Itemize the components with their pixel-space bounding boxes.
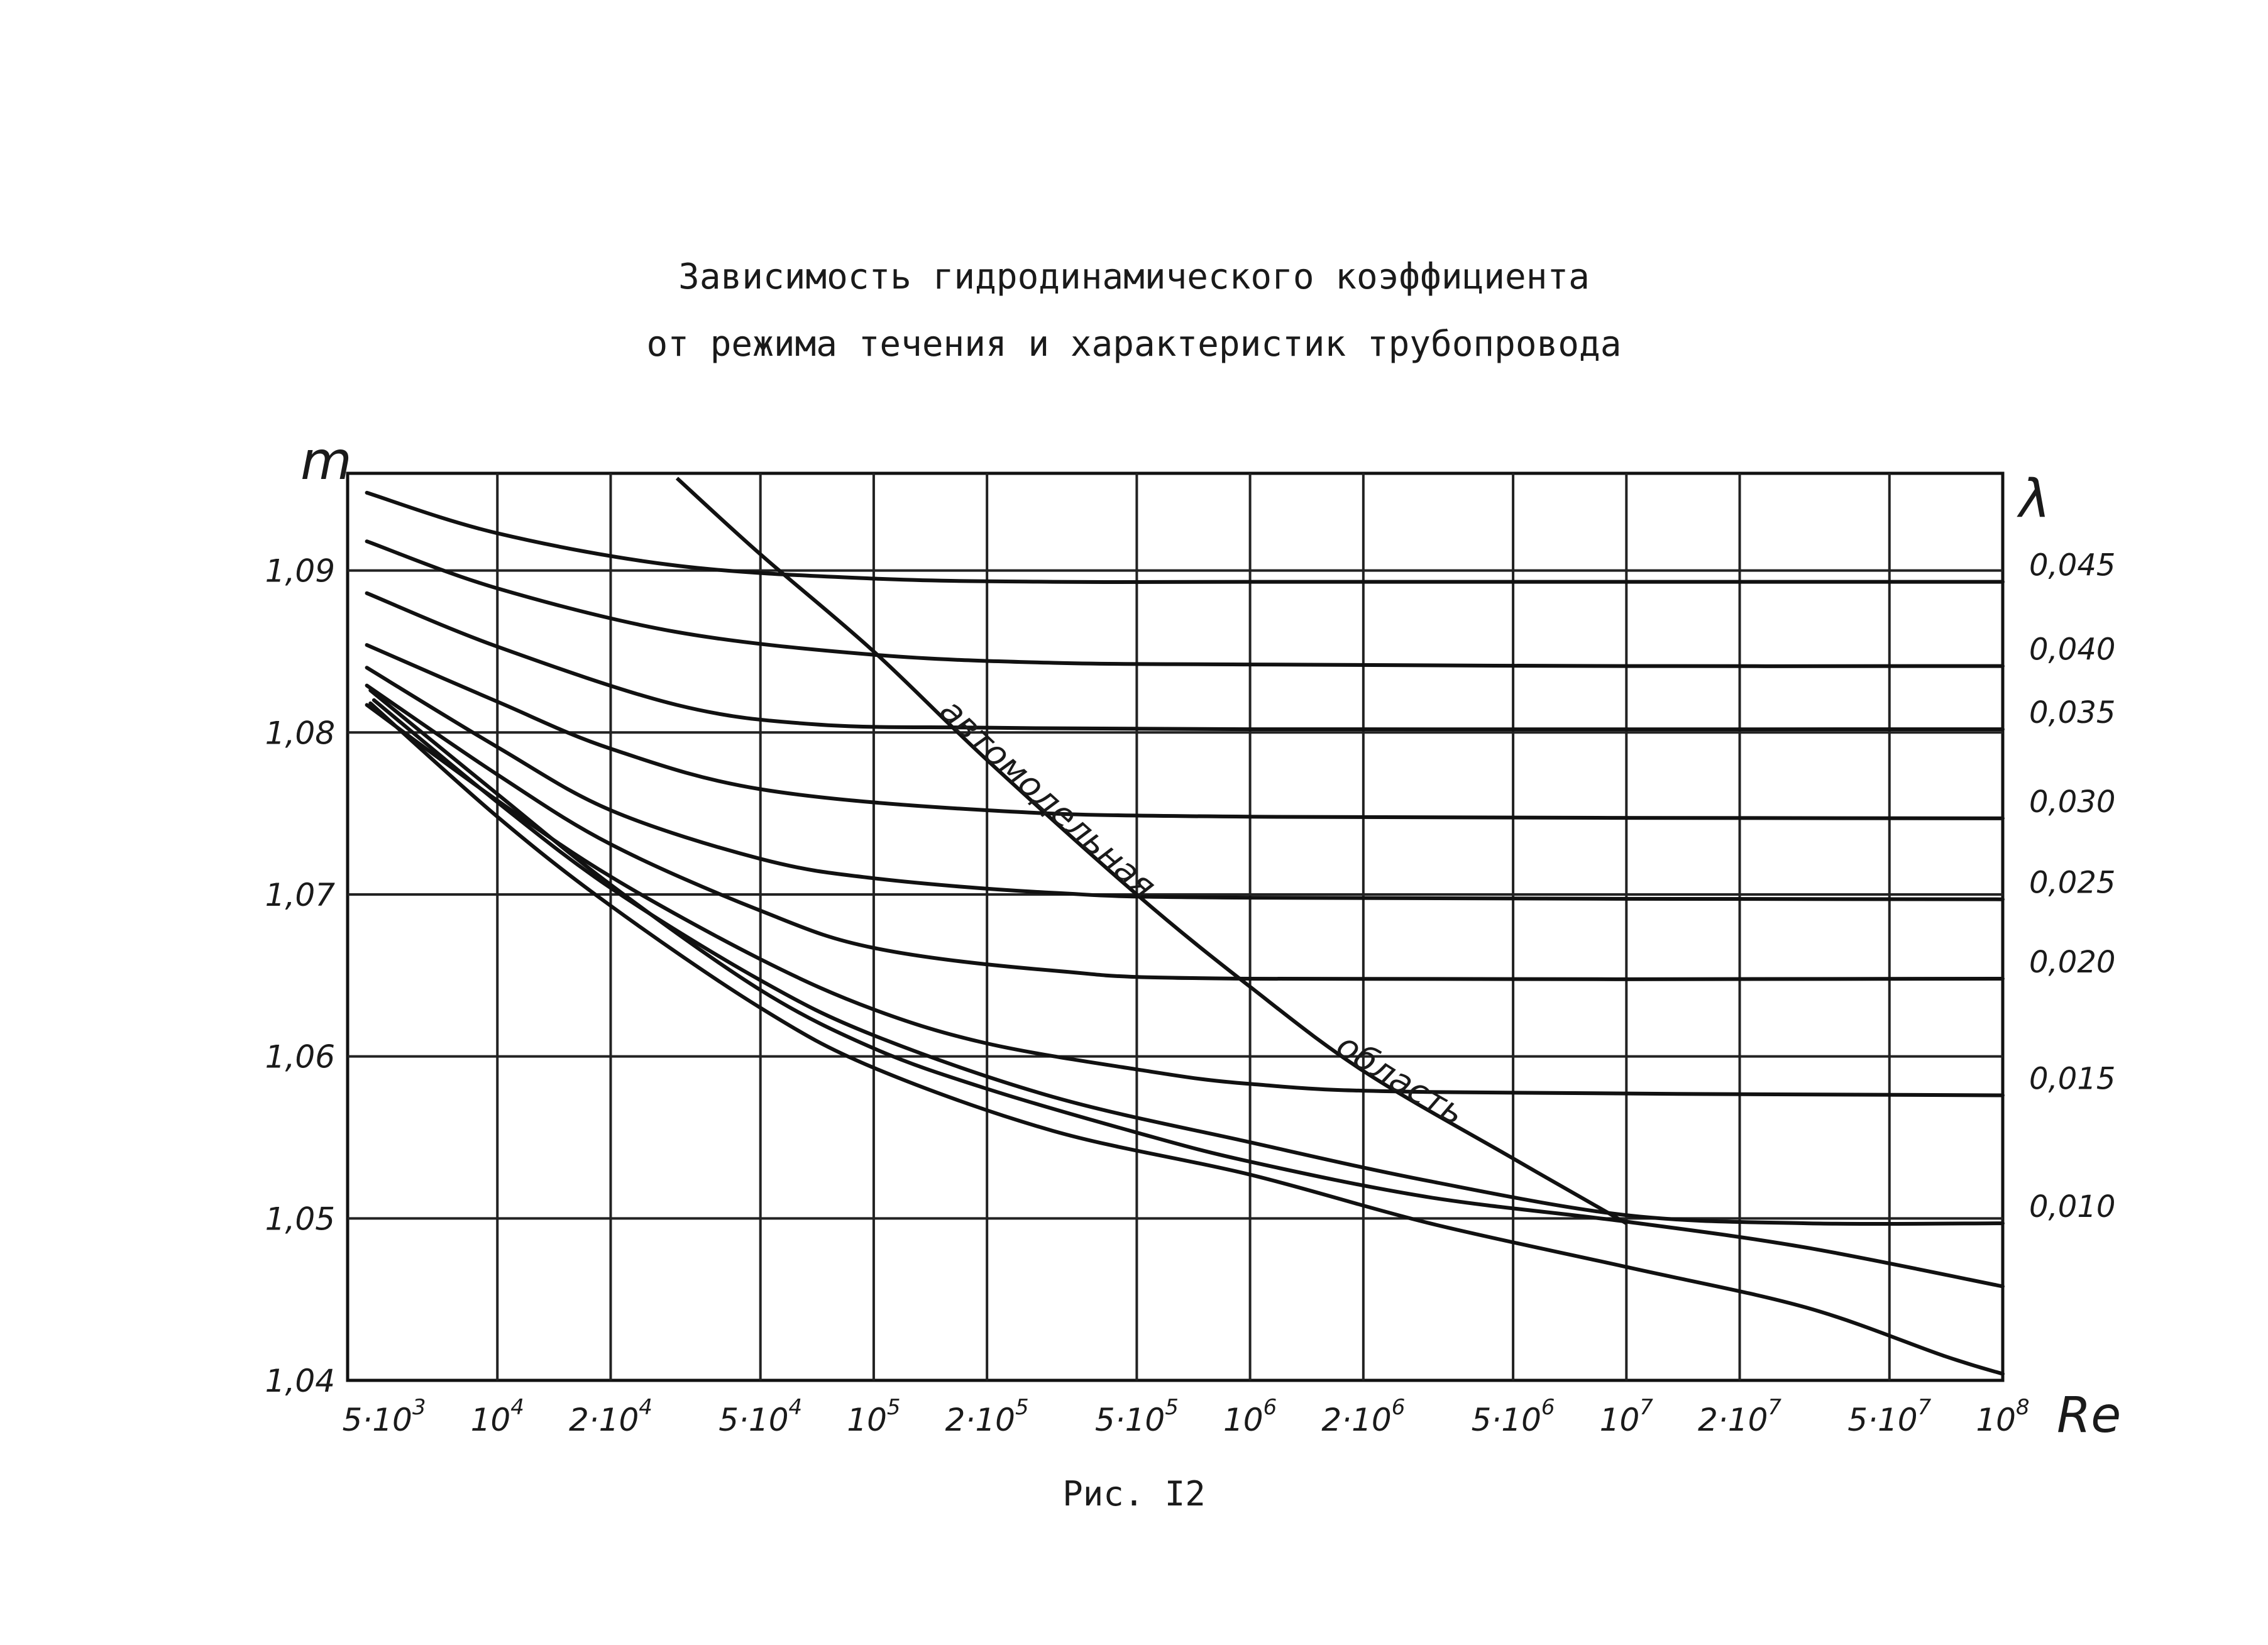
x-tick-label: 5·103 bbox=[343, 1395, 426, 1438]
x-tick-label: 2·107 bbox=[1698, 1395, 1781, 1438]
boundary-label-2: область bbox=[1329, 1025, 1472, 1133]
x-tick-label: 104 bbox=[471, 1395, 524, 1438]
chart-title: Зависимость гидродинамического коэффицие… bbox=[678, 256, 1590, 297]
x-tick-label: 2·105 bbox=[945, 1395, 1029, 1438]
series-curve bbox=[372, 698, 2005, 1226]
plot-frame bbox=[346, 471, 2005, 1382]
x-tick-label: 5·107 bbox=[1847, 1395, 1931, 1438]
right-axis-value-label: 0,025 bbox=[2029, 866, 2115, 901]
right-axis-value-label: 0,040 bbox=[2029, 632, 2115, 668]
right-axis-value-label: 0,020 bbox=[2029, 945, 2115, 980]
x-tick-label: 5·106 bbox=[1472, 1395, 1555, 1438]
right-axis-value-label: 0,015 bbox=[2029, 1061, 2115, 1096]
axis-labels: 5·103 104 2·104 5·104 105 2·105 5·105 106 2·106 5… bbox=[265, 430, 2122, 1444]
boundary-label-1: автомодельная bbox=[932, 691, 1164, 906]
series-curve bbox=[365, 666, 2005, 901]
series-curve bbox=[365, 490, 2005, 584]
right-axis-label: λ bbox=[2017, 468, 2051, 529]
x-tick-label: 105 bbox=[847, 1395, 900, 1438]
right-axis-value-label: 0,045 bbox=[2029, 548, 2115, 583]
series-curve bbox=[365, 683, 2005, 981]
figure-caption: Рис. I2 bbox=[1062, 1474, 1206, 1514]
right-axis-value-label: 0,010 bbox=[2029, 1189, 2115, 1224]
right-axis-value-label: 0,035 bbox=[2029, 695, 2115, 730]
y-axis-label: m bbox=[300, 430, 352, 492]
data-curves bbox=[365, 490, 2005, 1376]
y-tick-label: 1,06 bbox=[265, 1039, 335, 1076]
x-tick-label: 108 bbox=[1976, 1395, 2029, 1438]
series-curve bbox=[365, 643, 2005, 820]
x-tick-label: 106 bbox=[1223, 1395, 1277, 1438]
y-tick-label: 1,07 bbox=[265, 877, 336, 913]
series-curve bbox=[365, 591, 2005, 732]
y-tick-label: 1,04 bbox=[265, 1363, 335, 1399]
boundary-curve-path bbox=[675, 476, 1627, 1225]
grid-lines bbox=[346, 471, 2005, 1382]
x-tick-label: 5·105 bbox=[1095, 1395, 1179, 1438]
x-axis-label: Re bbox=[2057, 1387, 2121, 1444]
x-tick-label: 5·104 bbox=[718, 1395, 802, 1438]
right-axis-value-label: 0,030 bbox=[2029, 784, 2115, 820]
y-tick-label: 1,09 bbox=[265, 553, 335, 590]
x-tick-label: 2·106 bbox=[1321, 1395, 1405, 1438]
y-tick-label: 1,08 bbox=[265, 715, 335, 751]
series-curve bbox=[368, 688, 2005, 1289]
chart-subtitle: от режима течения и характеристик трубоп… bbox=[646, 324, 1622, 365]
series-curve bbox=[368, 701, 2005, 1376]
x-tick-label: 107 bbox=[1600, 1395, 1654, 1438]
y-tick-label: 1,05 bbox=[265, 1201, 335, 1237]
series-curve bbox=[365, 539, 2005, 668]
x-tick-label: 2·104 bbox=[569, 1395, 652, 1438]
